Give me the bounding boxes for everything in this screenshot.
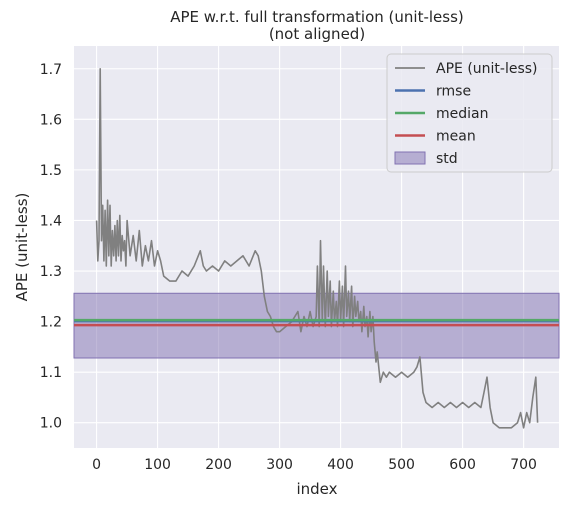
x-tick-label: 700 xyxy=(510,457,537,473)
x-axis-label: index xyxy=(296,480,337,498)
y-tick-label: 1.0 xyxy=(40,416,62,432)
y-tick-label: 1.4 xyxy=(40,213,62,229)
y-tick-label: 1.3 xyxy=(40,264,62,280)
x-tick-label: 0 xyxy=(92,457,101,473)
y-ticks: 1.0 1.1 1.2 1.3 1.4 1.5 1.6 1.7 xyxy=(40,62,62,432)
ape-line xyxy=(95,68,539,429)
chart-subtitle: (not aligned) xyxy=(269,25,365,43)
x-tick-label: 300 xyxy=(266,457,293,473)
legend-label: mean xyxy=(436,129,476,145)
x-ticks: 0 100 200 300 400 500 600 700 xyxy=(92,457,537,473)
chart-title: APE w.r.t. full transformation (unit-les… xyxy=(170,8,464,26)
legend-swatch xyxy=(394,151,426,165)
legend-label: APE (unit-less) xyxy=(436,61,538,77)
x-tick-label: 600 xyxy=(449,457,476,473)
legend-label: std xyxy=(436,151,458,167)
y-tick-label: 1.1 xyxy=(40,365,62,381)
x-tick-label: 500 xyxy=(388,457,415,473)
legend-label: rmse xyxy=(436,84,471,100)
legend-box xyxy=(386,53,553,173)
legend: APE (unit-less) rmse median mean std xyxy=(386,53,553,173)
legend-label: median xyxy=(436,106,488,122)
x-tick-label: 100 xyxy=(144,457,171,473)
y-axis-label: APE (unit-less) xyxy=(13,193,31,302)
x-tick-label: 200 xyxy=(205,457,232,473)
x-tick-label: 400 xyxy=(327,457,354,473)
y-tick-label: 1.2 xyxy=(40,315,62,331)
y-tick-label: 1.7 xyxy=(40,62,62,78)
y-tick-label: 1.6 xyxy=(40,112,62,128)
series xyxy=(73,68,560,429)
y-tick-label: 1.5 xyxy=(40,163,62,179)
